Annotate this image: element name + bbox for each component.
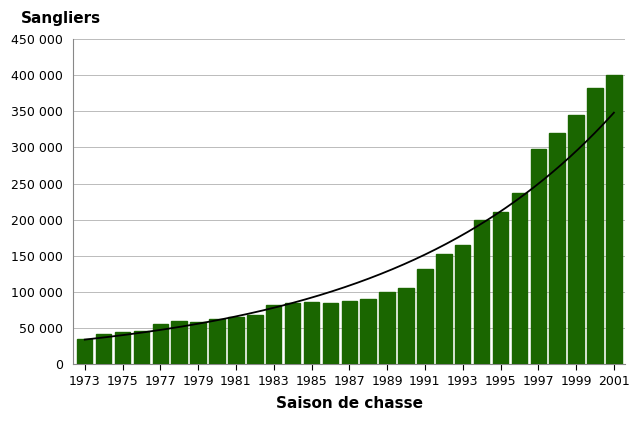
Bar: [323, 303, 338, 364]
Bar: [77, 339, 92, 364]
Bar: [398, 288, 413, 364]
Bar: [115, 332, 130, 364]
Bar: [266, 305, 281, 364]
Bar: [304, 302, 319, 364]
Bar: [568, 115, 584, 364]
Bar: [209, 319, 225, 364]
Bar: [360, 299, 376, 364]
Bar: [455, 245, 471, 364]
Bar: [171, 321, 187, 364]
Bar: [512, 193, 527, 364]
Bar: [606, 75, 621, 364]
Bar: [134, 331, 149, 364]
Bar: [417, 269, 433, 364]
Bar: [96, 334, 112, 364]
Bar: [342, 300, 357, 364]
Bar: [153, 324, 168, 364]
Bar: [474, 220, 489, 364]
Bar: [285, 303, 300, 364]
Bar: [247, 315, 263, 364]
Text: Sangliers: Sangliers: [21, 11, 101, 26]
Bar: [587, 87, 603, 364]
Bar: [493, 212, 508, 364]
Bar: [436, 254, 451, 364]
Bar: [530, 149, 546, 364]
Bar: [228, 317, 244, 364]
X-axis label: Saison de chasse: Saison de chasse: [276, 396, 423, 411]
Bar: [379, 292, 395, 364]
Bar: [550, 133, 565, 364]
Bar: [191, 322, 206, 364]
